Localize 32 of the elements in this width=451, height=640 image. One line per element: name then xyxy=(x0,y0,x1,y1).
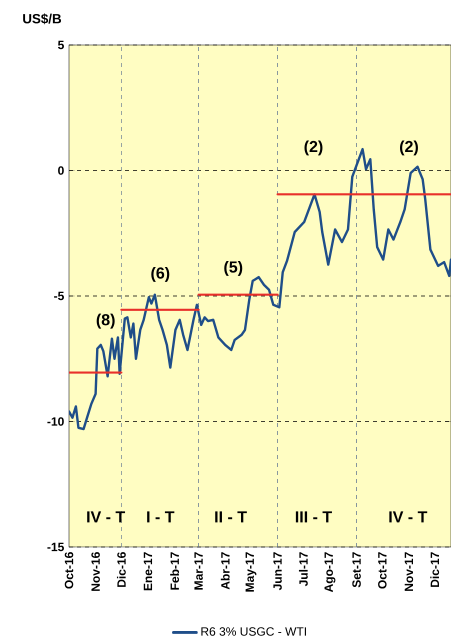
annotation: (2) xyxy=(400,140,418,156)
annotation: IV - T xyxy=(389,511,428,522)
x-tick-label: Mar-17 xyxy=(194,552,203,590)
x-tick-label: Abr-17 xyxy=(220,552,230,590)
x-tick-label: Oct-17 xyxy=(378,552,387,589)
x-tick-label: Ene-17 xyxy=(144,552,152,590)
annotation: (5) xyxy=(224,260,242,276)
x-tick-label: Nov-17 xyxy=(404,552,414,591)
x-tick-label: Feb-17 xyxy=(170,552,179,590)
y-tick-label: -15 xyxy=(47,542,64,552)
x-tick-label: Jul-17 xyxy=(298,552,308,586)
x-tick-label: Nov-16 xyxy=(91,552,100,591)
x-tick-label: Dic-17 xyxy=(430,552,440,587)
annotation: II - T xyxy=(215,511,247,522)
x-tick-label: May-17 xyxy=(246,552,256,592)
y-tick-label: 5 xyxy=(58,40,64,50)
x-tick-label: Jun-17 xyxy=(273,552,282,590)
y-tick-label: -10 xyxy=(47,417,64,426)
annotation: III - T xyxy=(296,511,332,522)
x-tick-label: Oct-16 xyxy=(64,552,74,589)
annotation: (2) xyxy=(304,140,322,156)
x-tick-label: Set-17 xyxy=(352,552,361,588)
annotation: (8) xyxy=(96,314,115,329)
annotation: (6) xyxy=(151,266,170,282)
x-tick-label: Dic-16 xyxy=(116,552,126,587)
y-tick-label: 0 xyxy=(58,166,64,175)
annotation: I - T xyxy=(147,511,174,522)
legend-label: R6 3% USGC - WTI xyxy=(201,627,306,636)
x-tick-label: Ago-17 xyxy=(324,552,336,592)
y-axis-title: US$/B xyxy=(23,13,62,24)
annotation: IV - T xyxy=(87,511,126,522)
y-tick-label: -5 xyxy=(54,292,64,300)
